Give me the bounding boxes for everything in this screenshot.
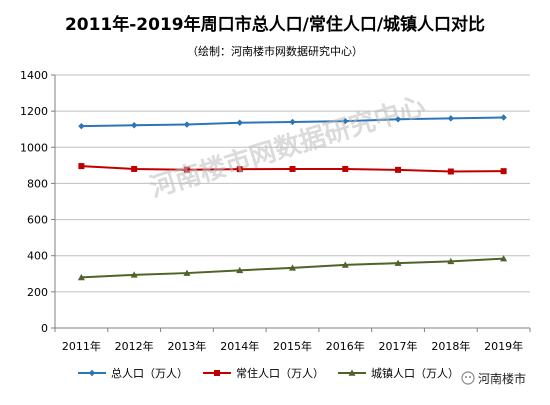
- y-tick-label-3: 600: [27, 214, 48, 227]
- series-1-point-4: [289, 165, 296, 172]
- legend-marker-0: [88, 369, 96, 377]
- legend: 总人口（万人） 常住人口（万人） 城镇人口（万人）: [78, 366, 459, 380]
- series-1-point-3: [236, 166, 243, 173]
- y-tick-label-5: 1000: [20, 141, 48, 154]
- series-2-point-3: [236, 266, 244, 274]
- y-tick-label-6: 1200: [20, 105, 48, 118]
- series-0-point-7: [447, 115, 455, 122]
- series-1-point-8: [500, 168, 507, 175]
- series-1: [78, 163, 507, 175]
- brand-name: 河南楼市: [478, 371, 526, 386]
- legend-marker-1: [214, 370, 220, 376]
- x-tick-label-0: 2011年: [62, 339, 101, 353]
- y-tick-label-7: 1400: [20, 69, 48, 82]
- series-0-point-0: [78, 122, 85, 130]
- legend-marker-2: [348, 369, 356, 376]
- x-tick-label-3: 2014年: [220, 339, 259, 353]
- series-0-point-1: [130, 122, 138, 129]
- x-tick-label-6: 2017年: [379, 339, 418, 353]
- legend-item-2: 城镇人口（万人）: [338, 366, 459, 380]
- x-tick-label-1: 2012年: [115, 339, 154, 353]
- legend-label-1: 常住人口（万人）: [236, 366, 324, 380]
- series-2-point-1: [130, 271, 138, 278]
- series-1-point-2: [183, 166, 190, 173]
- x-tick-label-7: 2018年: [431, 339, 470, 353]
- series-1-point-5: [342, 165, 349, 172]
- axes: 0 200 400 600 800 1000 1200 1400 2011年 2012年 2013年…: [20, 69, 531, 353]
- series-0: [78, 114, 507, 130]
- legend-item-0: 总人口（万人）: [78, 366, 188, 380]
- x-tick-label-2: 2013年: [167, 339, 206, 353]
- legend-label-0: 总人口（万人）: [111, 366, 188, 380]
- x-tick-label-8: 2019年: [484, 339, 523, 353]
- series-layer: [77, 114, 508, 281]
- brand-wechat-icon: [461, 371, 475, 385]
- series-2-point-7: [447, 257, 455, 265]
- series-1-point-0: [78, 163, 85, 170]
- series-2-point-5: [341, 261, 349, 268]
- y-tick-label-4: 800: [27, 177, 48, 190]
- series-2-point-4: [289, 264, 296, 271]
- series-0-point-4: [289, 118, 296, 126]
- legend-item-1: 常住人口（万人）: [203, 366, 324, 380]
- series-2-point-2: [183, 269, 191, 276]
- series-0-point-5: [342, 117, 349, 125]
- series-2-point-0: [77, 273, 85, 281]
- series-1-point-1: [131, 165, 138, 172]
- x-tick-label-4: 2015年: [273, 339, 312, 353]
- series-0-point-8: [500, 114, 507, 121]
- legend-label-2: 城镇人口（万人）: [371, 366, 459, 380]
- y-tick-label-0: 0: [41, 322, 48, 335]
- series-2-point-8: [500, 255, 508, 262]
- series-0-point-6: [394, 116, 402, 123]
- grid: [55, 74, 530, 329]
- series-0-point-2: [183, 121, 191, 128]
- brand-logo: 河南楼市: [461, 371, 526, 386]
- series-1-point-7: [447, 168, 454, 175]
- x-tick-label-5: 2016年: [326, 339, 365, 353]
- chart-subtitle: （绘制：河南楼市网数据研究中心）: [187, 44, 363, 58]
- series-1-point-6: [395, 166, 402, 173]
- y-tick-label-1: 200: [27, 286, 48, 299]
- y-tick-label-2: 400: [27, 250, 48, 263]
- series-0-point-3: [236, 119, 243, 126]
- series-2-point-6: [394, 259, 402, 266]
- chart-title: 2011年-2019年周口市总人口/常住人口/城镇人口对比: [65, 14, 485, 35]
- series-2: [77, 255, 508, 281]
